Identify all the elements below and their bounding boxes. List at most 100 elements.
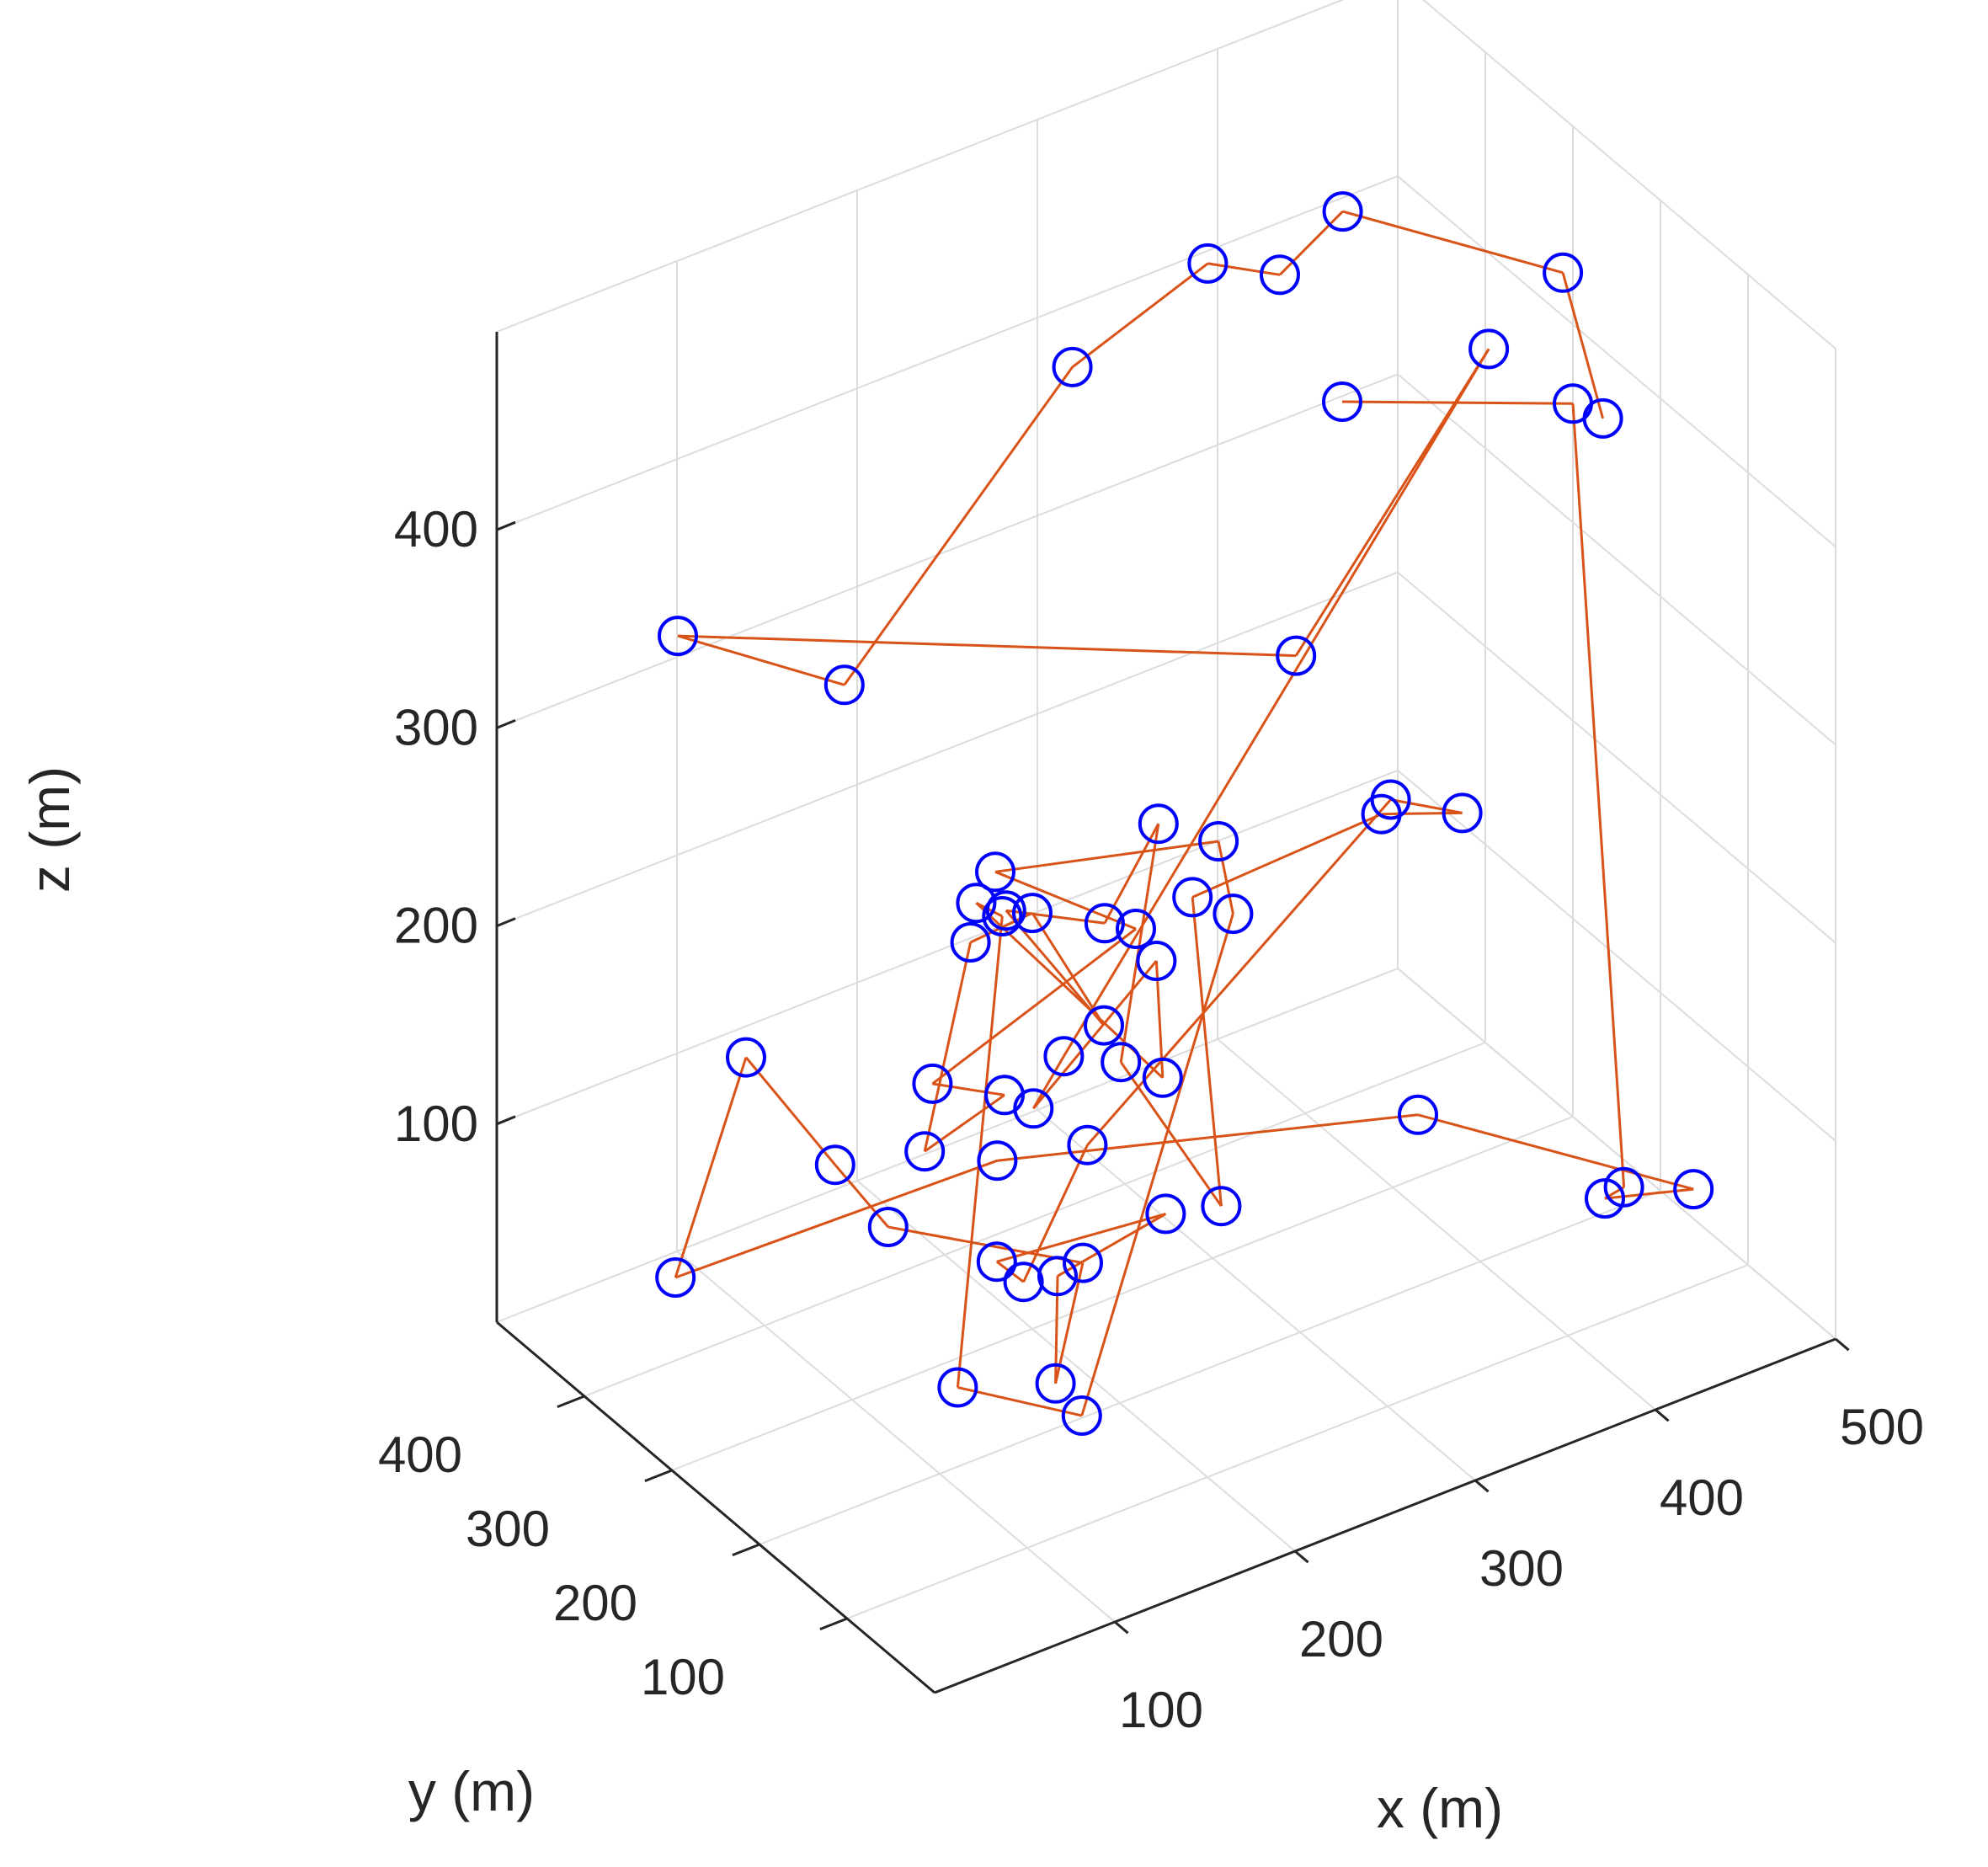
waypoint-marker [976,1241,1017,1283]
sidewall-gridline-z [1397,373,1836,746]
path-segment [1057,1213,1167,1278]
path-segment [1191,813,1383,899]
path-segment [1278,211,1344,276]
waypoint-marker [1138,803,1179,845]
path-segment [1071,262,1209,369]
z-tick-label: 300 [394,699,478,755]
x-tick [1114,1620,1129,1635]
waypoint-marker [1213,893,1254,935]
y-tick-label: 200 [553,1575,637,1631]
backwall-gridline-z [496,373,1399,729]
x-axis-line [934,1337,1836,1694]
path-segment [1390,798,1463,814]
backwall-gridline-z [496,571,1399,927]
path-segment [923,942,973,1152]
path-segment [995,1261,1025,1283]
backwall-top-edge [496,0,1345,333]
waypoint-marker [1012,893,1053,934]
waypoint-marker [1398,1094,1438,1135]
floor-side-edge [1397,968,1836,1340]
waypoint-marker [1543,252,1584,293]
x-axis-label: x (m) [1377,1777,1503,1839]
path-segment [931,927,1137,1086]
waypoint-marker [984,1075,1025,1116]
waypoint-marker [1084,903,1125,944]
path-segment [1054,1276,1059,1384]
waypoint-marker [950,922,991,963]
path-segment [1191,897,1223,1207]
path-segment [957,1386,1083,1417]
floor-back-edge [496,968,1399,1323]
waypoint-marker [1067,1124,1108,1166]
y-tick [557,1395,585,1408]
floor-gridline-y [846,1264,1749,1619]
waypoint-marker [726,1037,766,1078]
z-tick-label: 400 [394,501,478,557]
path-segment [924,1094,1005,1153]
x-tick-label: 300 [1479,1540,1564,1597]
waypoint-marker [1136,941,1177,981]
path-segment [975,901,1003,918]
waypoint-marker [977,1140,1018,1182]
z-tick [496,520,516,531]
waypoint-marker [985,890,1026,931]
waypoint-marker [912,1063,953,1104]
x-tick [1655,1408,1670,1422]
x-tick-label: 400 [1660,1470,1744,1526]
path-segment [996,1212,1166,1263]
waypoint-marker [1187,243,1229,284]
path-segment [1342,210,1564,275]
path-segment [1086,798,1392,1146]
waypoint-marker [867,1207,909,1247]
path-segment [843,366,1074,686]
y-tick-label: 300 [466,1501,550,1557]
waypoint-marker [1116,909,1156,949]
floor-gridline-y [671,1116,1574,1471]
waypoint-marker [658,616,698,657]
z-tick-label: 100 [394,1096,478,1152]
sidewall-gridline-z [1397,175,1836,547]
waypoint-marker [1322,191,1363,232]
waypoint-marker [1084,1005,1124,1046]
waypoint-markers [655,191,1714,1436]
y-tick [644,1469,673,1482]
floor-gridline-x [676,1251,1116,1623]
y-axis-line [496,1320,935,1694]
sidewall-gridline-z [1397,770,1836,1142]
path-segment [1341,400,1574,405]
floor-gridline-y [584,1042,1486,1397]
path-segment [1571,403,1626,1187]
waypoint-marker [904,1131,946,1172]
path-segment [834,1164,889,1228]
floor-gridline-x [856,1180,1296,1552]
path-segment [1561,272,1605,419]
label-layer: x (m) y (m) z (m) [19,766,1503,1839]
z-tick [496,719,516,729]
waypoint-marker [655,1257,696,1298]
path-segment [1119,1061,1223,1208]
waypoint-marker [1063,1242,1103,1283]
y-tick [819,1617,848,1630]
x-tick [1294,1550,1309,1564]
waypoint-marker [1101,1042,1142,1083]
path-segment [1005,909,1106,925]
trajectory-path [674,210,1694,1417]
waypoint-marker [1043,1036,1085,1077]
z-tick-label: 200 [394,898,478,954]
backwall-gridline-z [496,769,1399,1125]
grid-layer [496,0,1836,1623]
waypoint-marker [1052,346,1093,387]
path-segment [1032,1055,1065,1110]
waypoint-marker [1260,254,1300,296]
waypoint-marker [982,896,1023,936]
z-tick [496,917,516,927]
x-tick [1474,1479,1490,1493]
waypoint-marker [1442,792,1483,834]
floor-gridline-y [759,1190,1661,1545]
sidewall-gridline-z [1397,571,1836,944]
waypoint-marker [1145,1193,1186,1235]
y-axis-label: y (m) [408,1760,535,1822]
waypoint-marker [1061,1395,1102,1436]
